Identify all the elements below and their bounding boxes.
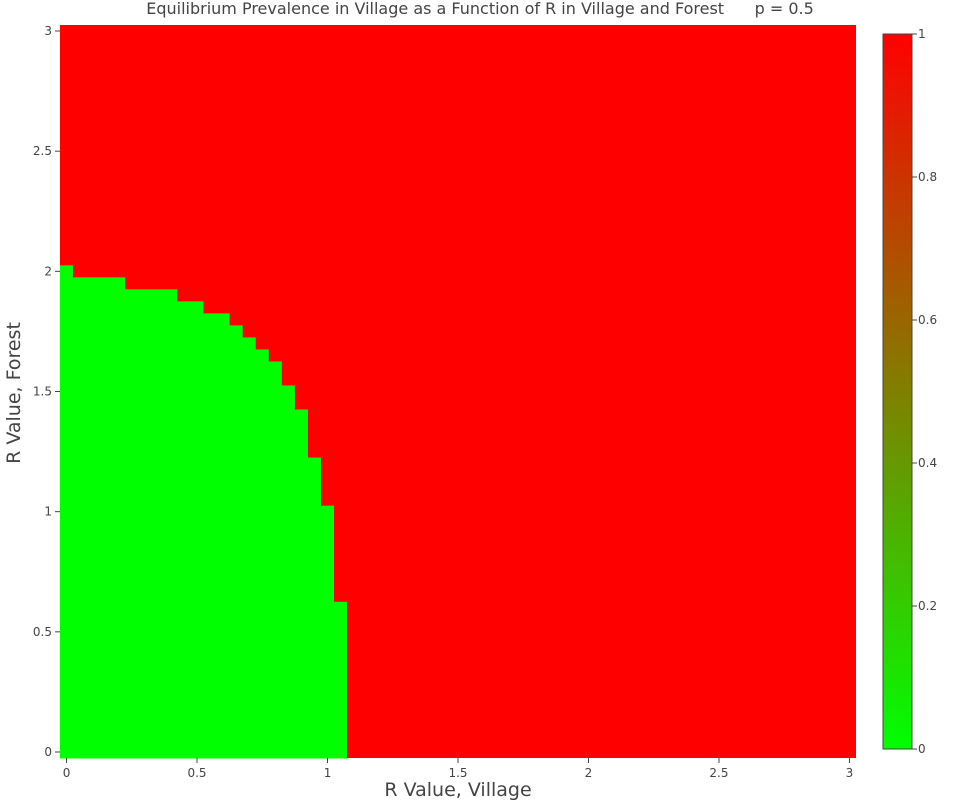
heatmap-low-band <box>60 457 321 507</box>
colorbar-tick-label: 0.6 <box>918 313 937 327</box>
y-tick-label: 2 <box>44 264 52 278</box>
heatmap-low-band <box>60 289 178 302</box>
colorbar-gradient <box>882 33 913 750</box>
x-axis-title: R Value, Village <box>384 779 531 800</box>
heatmap-low-band <box>60 505 335 603</box>
x-tick-label: 0 <box>63 766 71 780</box>
x-tick-label: 2.5 <box>709 766 728 780</box>
x-tick-label: 3 <box>846 766 854 780</box>
plot-area <box>60 25 856 759</box>
heatmap-low-band <box>60 601 348 759</box>
heatmap-low-band <box>60 325 243 338</box>
heatmap-low-band <box>60 385 295 411</box>
x-tick-label: 0.5 <box>187 766 206 780</box>
y-tick-label: 1 <box>44 505 52 519</box>
colorbar-tick-label: 1 <box>918 27 926 41</box>
colorbar-tick-label: 0.8 <box>918 170 937 184</box>
y-axis-title: R Value, Forest <box>3 322 25 464</box>
colorbar: 0 0.2 0.4 0.6 0.8 1 <box>882 27 937 756</box>
heatmap-low-band <box>60 349 269 362</box>
x-tick-label: 1 <box>324 766 332 780</box>
heatmap-low-band <box>60 313 230 326</box>
x-axis: 0 0.5 1 1.5 2 2.5 3 <box>63 758 854 780</box>
heatmap-low-band <box>60 301 204 314</box>
y-tick-label: 0.5 <box>33 625 52 639</box>
x-tick-label: 1.5 <box>448 766 467 780</box>
y-tick-label: 1.5 <box>33 385 52 399</box>
y-tick-label: 2.5 <box>33 144 52 158</box>
heatmap-low-band <box>60 277 126 290</box>
y-tick-label: 0 <box>44 745 52 759</box>
colorbar-tick-label: 0.4 <box>918 456 937 470</box>
x-tick-label: 2 <box>585 766 593 780</box>
y-tick-label: 3 <box>44 24 52 38</box>
heatmap-low-band <box>60 409 308 459</box>
heatmap-low-band <box>60 337 256 350</box>
y-axis: 0 0.5 1 1.5 2 2.5 3 <box>33 24 60 759</box>
colorbar-tick-label: 0 <box>918 742 926 756</box>
heatmap-low-band <box>60 361 282 386</box>
heatmap-low-band <box>60 265 74 278</box>
chart-title: Equilibrium Prevalence in Village as a F… <box>146 0 814 18</box>
colorbar-tick-label: 0.2 <box>918 599 937 613</box>
